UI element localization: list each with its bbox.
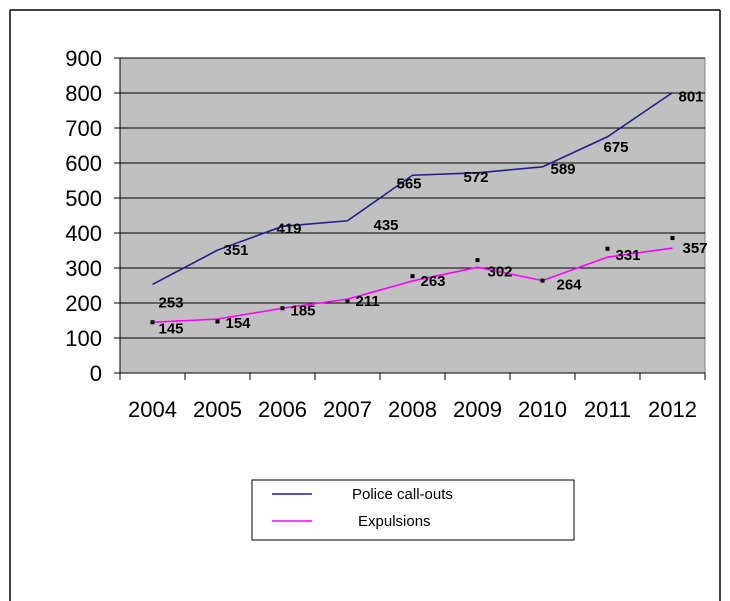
data-point-expulsions-2006 xyxy=(280,306,285,311)
y-tick-label-300: 300 xyxy=(65,256,102,281)
legend-label-police-call-outs: Police call-outs xyxy=(352,486,453,503)
legend-box xyxy=(251,479,575,541)
x-tick-label-2011: 2011 xyxy=(584,397,631,422)
legend-label-expulsions: Expulsions xyxy=(358,513,431,530)
data-label-expulsions-2005: 154 xyxy=(226,315,252,332)
data-label-police-call-outs-2005: 351 xyxy=(224,242,249,259)
y-tick-label-600: 600 xyxy=(65,151,102,176)
y-tick-label-400: 400 xyxy=(65,221,102,246)
data-point-expulsions-2011 xyxy=(605,246,610,251)
x-tick-label-2010: 2010 xyxy=(518,397,567,422)
data-label-expulsions-2007: 211 xyxy=(356,293,380,310)
y-tick-label-800: 800 xyxy=(65,81,102,106)
x-axis-ticks: 2004 2005 2006 2007 2008 2009 2010 2011 2012 xyxy=(119,373,706,422)
data-label-police-call-outs-2010: 589 xyxy=(551,161,576,178)
gridlines xyxy=(120,57,705,339)
data-label-police-call-outs-2008: 565 xyxy=(397,175,422,192)
legend: Police call-outs Expulsions xyxy=(251,479,575,541)
data-markers xyxy=(150,236,675,325)
data-label-police-call-outs-2007: 435 xyxy=(374,217,399,234)
x-tick-label-2006: 2006 xyxy=(258,397,307,422)
y-tick-label-900: 900 xyxy=(65,46,102,71)
y-tick-label-100: 100 xyxy=(65,326,102,351)
x-tick-label-2004: 2004 xyxy=(128,397,177,422)
data-point-expulsions-2008 xyxy=(410,274,415,279)
y-tick-label-0: 0 xyxy=(90,361,102,386)
y-tick-label-500: 500 xyxy=(65,186,102,211)
data-point-expulsions-2010 xyxy=(540,278,545,283)
x-tick-label-2008: 2008 xyxy=(388,397,437,422)
data-labels: 253 351 419 435 565 572 589 675 801 145 154 185 211 2… xyxy=(159,89,708,338)
data-label-expulsions-2011: 331 xyxy=(616,247,641,264)
data-label-police-call-outs-2012: 801 xyxy=(679,89,704,106)
y-tick-label-200: 200 xyxy=(65,291,102,316)
data-label-expulsions-2006: 185 xyxy=(291,302,316,319)
data-label-police-call-outs-2009: 572 xyxy=(464,169,489,186)
data-label-police-call-outs-2006: 419 xyxy=(277,220,302,237)
data-point-expulsions-2009 xyxy=(475,258,480,263)
y-tick-label-700: 700 xyxy=(65,116,102,141)
data-label-police-call-outs-2011: 675 xyxy=(604,139,629,156)
data-label-expulsions-2010: 264 xyxy=(557,277,583,294)
data-label-police-call-outs-2004: 253 xyxy=(159,294,184,311)
y-axis-ticks: 0 100 200 300 400 500 600 700 800 900 xyxy=(65,46,120,386)
series-line-police-call-outs xyxy=(152,91,673,286)
data-label-expulsions-2004: 145 xyxy=(159,320,184,337)
x-tick-label-2009: 2009 xyxy=(453,397,502,422)
series-lines xyxy=(152,91,673,324)
data-point-expulsions-2007 xyxy=(345,299,350,304)
series-line-expulsions xyxy=(152,247,673,324)
axes xyxy=(119,58,705,374)
plot-area xyxy=(119,57,706,374)
x-tick-label-2012: 2012 xyxy=(648,397,697,422)
data-point-expulsions-2004 xyxy=(150,320,155,325)
x-tick-label-2007: 2007 xyxy=(323,397,372,422)
data-point-expulsions-2005 xyxy=(215,319,220,324)
x-tick-label-2005: 2005 xyxy=(193,397,242,422)
data-label-expulsions-2012: 357 xyxy=(683,240,708,257)
data-label-expulsions-2008: 263 xyxy=(421,273,446,290)
data-point-expulsions-2012 xyxy=(670,236,675,241)
data-label-expulsions-2009: 302 xyxy=(488,263,513,280)
